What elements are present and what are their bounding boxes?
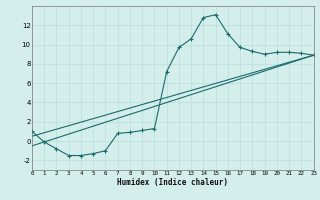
X-axis label: Humidex (Indice chaleur): Humidex (Indice chaleur) [117, 178, 228, 187]
